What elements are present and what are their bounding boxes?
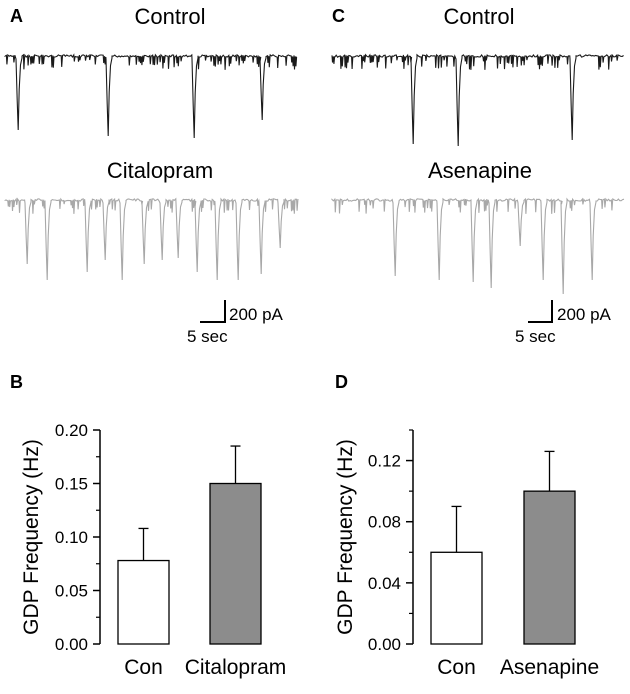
- y-tick-label: 0.08: [368, 513, 401, 532]
- panel-letter-d: D: [335, 372, 348, 392]
- y-tick-label: 0.05: [55, 582, 88, 601]
- x-category-label: Con: [437, 656, 476, 679]
- x-category-label: Con: [124, 656, 163, 679]
- trace-control-c: [331, 53, 624, 147]
- y-axis-label: GDP Frequency (Hz): [20, 439, 43, 635]
- trace-control-a: [4, 53, 298, 139]
- panel-letter-b: B: [10, 372, 23, 392]
- y-tick-label: 0.10: [55, 528, 88, 547]
- y-tick-label: 0.15: [55, 475, 88, 494]
- scale-bar-a: [200, 300, 226, 323]
- trace-citalopram: [4, 197, 299, 281]
- scale-time-a: 5 sec: [187, 327, 228, 346]
- trace-asenapine-line: [331, 197, 625, 295]
- panel-letter-c: C: [332, 6, 345, 26]
- scale-time-c: 5 sec: [515, 327, 556, 346]
- x-category-label: Asenapine: [500, 656, 599, 679]
- bar-chart-b: 0.00 0.05 0.10 0.15 0.20 GDP Frequency (Hz) Co…: [20, 421, 286, 679]
- x-category-label: Citalopram: [185, 656, 287, 679]
- trace-label-control-a: Control: [135, 4, 206, 29]
- panel-letter-a: A: [10, 6, 23, 26]
- trace-label-asenapine: Asenapine: [428, 158, 532, 183]
- bar-asenapine: [523, 490, 576, 645]
- y-tick-label: 0.00: [55, 635, 88, 654]
- trace-control-c-line: [331, 53, 624, 147]
- y-tick-label: 0.00: [368, 635, 401, 654]
- trace-asenapine: [331, 197, 625, 295]
- y-tick-label: 0.20: [55, 421, 88, 440]
- bar-con: [430, 551, 483, 645]
- scale-current-a: 200 pA: [229, 305, 284, 324]
- trace-citalopram-line: [4, 197, 299, 281]
- y-axis-label: GDP Frequency (Hz): [334, 439, 357, 635]
- bar-con: [117, 559, 170, 645]
- bar-citalopram: [209, 482, 262, 645]
- y-tick-label: 0.04: [368, 574, 401, 593]
- y-tick-label: 0.12: [368, 452, 401, 471]
- trace-label-control-c: Control: [444, 4, 515, 29]
- scale-current-c: 200 pA: [557, 305, 612, 324]
- trace-control-a-line: [4, 53, 298, 139]
- trace-label-citalopram: Citalopram: [107, 158, 213, 183]
- bar-chart-d: 0.00 0.04 0.08 0.12 GDP Frequency (Hz) Con Ase…: [334, 429, 599, 679]
- scale-bar-c: [528, 300, 553, 323]
